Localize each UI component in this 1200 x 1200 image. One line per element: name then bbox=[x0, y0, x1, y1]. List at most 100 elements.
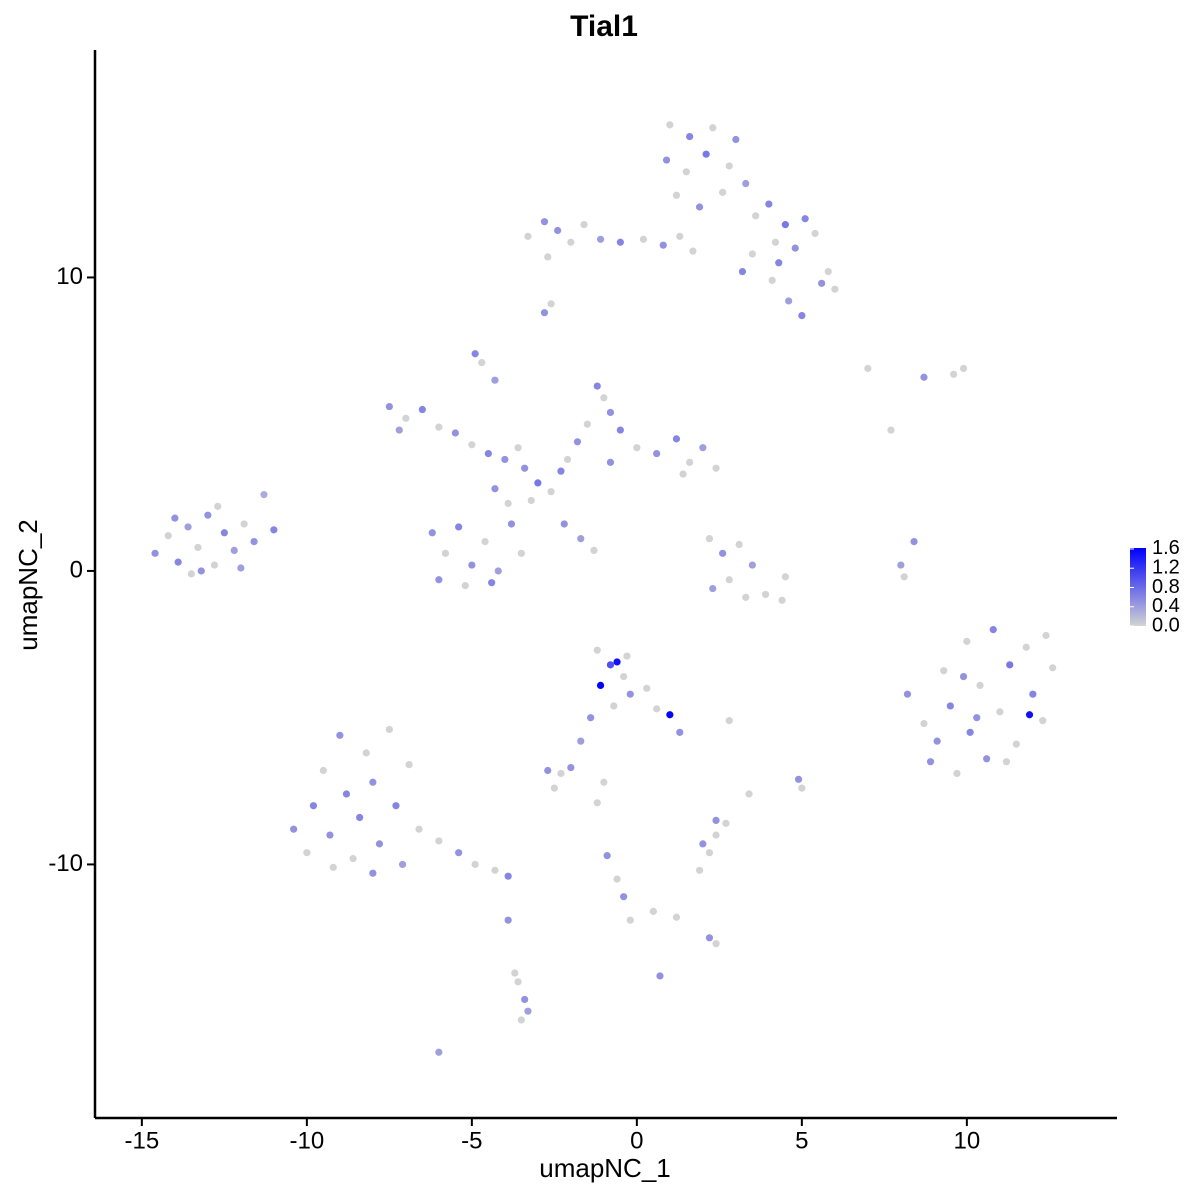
point bbox=[735, 540, 743, 549]
point bbox=[946, 702, 954, 710]
point bbox=[521, 995, 529, 1004]
y-tick-label: 0 bbox=[70, 556, 83, 583]
point bbox=[240, 520, 248, 528]
point bbox=[1039, 717, 1047, 725]
colorbar-tick-label: 1.2 bbox=[1152, 557, 1180, 579]
point bbox=[616, 238, 624, 246]
point bbox=[451, 429, 459, 437]
point bbox=[966, 728, 974, 736]
point bbox=[626, 690, 634, 698]
point bbox=[910, 537, 918, 546]
point bbox=[626, 916, 634, 924]
point bbox=[1049, 664, 1057, 672]
point bbox=[748, 250, 756, 258]
chart-title: Tial1 bbox=[570, 10, 638, 43]
point bbox=[600, 778, 608, 786]
point bbox=[563, 455, 572, 464]
point bbox=[633, 444, 641, 452]
point bbox=[676, 728, 684, 736]
point bbox=[326, 831, 334, 839]
point bbox=[781, 221, 789, 229]
point bbox=[950, 370, 958, 378]
point bbox=[748, 561, 756, 569]
point bbox=[197, 567, 205, 575]
point bbox=[672, 191, 681, 199]
point bbox=[719, 188, 727, 196]
point bbox=[237, 564, 245, 572]
point bbox=[587, 714, 595, 722]
point bbox=[151, 549, 159, 557]
point bbox=[527, 496, 535, 505]
point bbox=[613, 875, 621, 883]
point bbox=[709, 124, 717, 132]
point bbox=[725, 162, 733, 170]
point bbox=[375, 840, 384, 848]
point bbox=[567, 763, 575, 772]
point bbox=[672, 913, 681, 921]
point bbox=[620, 672, 628, 681]
point bbox=[712, 831, 720, 839]
point bbox=[329, 863, 337, 871]
point bbox=[933, 737, 941, 745]
point bbox=[903, 690, 912, 698]
point bbox=[742, 593, 750, 601]
point bbox=[778, 596, 786, 604]
point bbox=[976, 681, 984, 689]
point bbox=[517, 1016, 525, 1024]
point bbox=[600, 394, 608, 402]
point bbox=[1025, 711, 1034, 719]
point bbox=[920, 719, 928, 728]
point bbox=[560, 520, 568, 528]
point bbox=[369, 869, 377, 877]
point bbox=[484, 449, 492, 458]
point bbox=[415, 825, 423, 833]
point bbox=[471, 860, 479, 869]
point bbox=[204, 511, 212, 519]
point bbox=[488, 579, 496, 587]
point bbox=[573, 438, 582, 446]
point bbox=[659, 241, 667, 249]
point bbox=[336, 731, 344, 739]
point bbox=[418, 405, 426, 414]
point bbox=[712, 464, 720, 472]
point bbox=[362, 749, 370, 757]
point bbox=[695, 203, 704, 211]
point bbox=[547, 488, 555, 496]
point bbox=[220, 529, 228, 537]
point bbox=[356, 813, 364, 822]
point bbox=[342, 790, 351, 798]
point bbox=[557, 467, 565, 475]
point bbox=[303, 849, 311, 857]
y-tick-label: -10 bbox=[48, 850, 83, 877]
point bbox=[290, 825, 298, 833]
point bbox=[435, 1048, 443, 1056]
colorbar-tick-label: 1.6 bbox=[1152, 537, 1180, 559]
point bbox=[214, 502, 222, 510]
point bbox=[455, 523, 463, 531]
point bbox=[369, 778, 377, 786]
point bbox=[428, 529, 436, 537]
point bbox=[864, 364, 872, 373]
point bbox=[725, 717, 733, 725]
point bbox=[771, 238, 780, 246]
point bbox=[725, 576, 733, 584]
y-axis-label: umapNC_2 bbox=[13, 519, 43, 651]
point bbox=[785, 297, 793, 305]
point bbox=[547, 300, 555, 308]
point bbox=[699, 840, 707, 848]
point bbox=[649, 907, 657, 915]
point bbox=[385, 402, 393, 411]
point bbox=[1002, 758, 1011, 766]
point bbox=[309, 802, 318, 810]
point bbox=[742, 179, 750, 188]
x-tick-label: -10 bbox=[290, 1127, 325, 1154]
point bbox=[1022, 643, 1030, 651]
point bbox=[761, 590, 770, 599]
point bbox=[349, 854, 357, 863]
point bbox=[699, 444, 707, 452]
point bbox=[504, 916, 512, 924]
point bbox=[794, 775, 803, 783]
point bbox=[798, 784, 806, 792]
point bbox=[481, 537, 489, 546]
point bbox=[504, 499, 512, 508]
